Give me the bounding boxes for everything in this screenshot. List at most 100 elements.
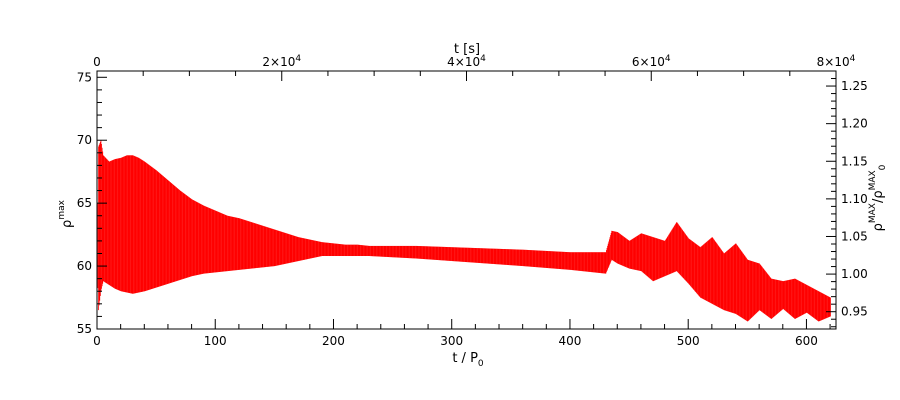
- envelope-band: [310, 239, 312, 259]
- envelope-band: [628, 240, 630, 269]
- envelope-band: [250, 222, 252, 269]
- envelope-band: [287, 233, 289, 264]
- envelope-band: [292, 235, 293, 263]
- envelope-band: [520, 249, 522, 266]
- envelope-band: [533, 250, 535, 267]
- envelope-band: [502, 249, 504, 265]
- envelope-band: [125, 155, 127, 293]
- envelope-band: [417, 245, 419, 259]
- envelope-band: [211, 209, 213, 273]
- envelope-band: [324, 242, 325, 256]
- envelope-band: [236, 217, 238, 271]
- envelope-band: [283, 232, 285, 265]
- envelope-band: [650, 236, 652, 280]
- envelope-band: [504, 249, 506, 265]
- envelope-band: [548, 251, 550, 269]
- envelope-band: [392, 245, 394, 258]
- envelope-band: [103, 155, 105, 282]
- envelope-band: [828, 296, 830, 318]
- envelope-band: [143, 161, 145, 292]
- left-tick-label: 60: [77, 259, 92, 273]
- envelope-band: [304, 238, 306, 260]
- envelope-band: [146, 163, 148, 291]
- envelope-band: [510, 249, 512, 266]
- envelope-band: [593, 252, 595, 273]
- envelope-band: [151, 166, 153, 289]
- envelope-band: [792, 279, 794, 317]
- envelope-band: [727, 250, 729, 312]
- envelope-band: [203, 205, 205, 274]
- envelope-band: [201, 204, 203, 274]
- envelope-band: [539, 250, 541, 268]
- envelope-band: [175, 186, 176, 282]
- right-tick-label: 1.25: [841, 79, 868, 93]
- envelope-band: [516, 249, 518, 266]
- envelope-band: [419, 246, 421, 259]
- envelope-band: [812, 288, 814, 318]
- envelope-band: [345, 244, 347, 257]
- envelope-band: [785, 280, 786, 311]
- envelope-band: [379, 245, 380, 257]
- envelope-band: [341, 244, 343, 256]
- envelope-band: [541, 250, 543, 268]
- envelope-band: [669, 233, 671, 275]
- envelope-band: [475, 248, 477, 263]
- envelope-band: [648, 235, 650, 278]
- envelope-band: [320, 241, 322, 257]
- envelope-band: [708, 239, 710, 303]
- envelope-band: [532, 250, 533, 267]
- bottom-tick-label: 400: [559, 334, 582, 348]
- envelope-band: [635, 236, 637, 270]
- envelope-band: [654, 237, 656, 281]
- envelope-band: [684, 232, 685, 280]
- envelope-band: [702, 244, 704, 300]
- envelope-band: [816, 290, 818, 321]
- envelope-band: [418, 246, 420, 259]
- envelope-band: [133, 155, 134, 294]
- envelope-band: [675, 223, 676, 272]
- envelope-band: [818, 291, 820, 322]
- left-axis-ticks: 55 60 65 70 75: [77, 70, 107, 336]
- envelope-band: [772, 279, 774, 318]
- envelope-band: [360, 245, 362, 257]
- envelope-band: [463, 247, 465, 262]
- envelope-band: [214, 210, 216, 273]
- envelope-band: [494, 248, 496, 265]
- envelope-band: [138, 157, 140, 293]
- envelope-band: [653, 237, 655, 281]
- left-tick-label: 55: [77, 322, 92, 336]
- envelope-band: [224, 214, 225, 272]
- envelope-band: [318, 241, 319, 257]
- envelope-band: [102, 155, 104, 282]
- envelope-band: [748, 260, 750, 321]
- envelope-band: [715, 242, 717, 306]
- envelope-band: [197, 202, 199, 275]
- envelope-band: [357, 244, 358, 257]
- envelope-band: [148, 164, 150, 290]
- envelope-band: [286, 233, 288, 264]
- envelope-band: [485, 248, 487, 264]
- envelope-band: [446, 247, 448, 261]
- envelope-band: [717, 244, 718, 307]
- right-axis-title: ρMAX/ρMAX0: [868, 164, 888, 231]
- envelope-band: [574, 252, 575, 271]
- envelope-band: [727, 249, 729, 312]
- envelope-band: [529, 250, 531, 267]
- envelope-band: [359, 244, 361, 257]
- envelope-band: [721, 251, 723, 310]
- envelope-band: [420, 246, 422, 259]
- envelope-band: [513, 249, 515, 266]
- envelope-band: [736, 245, 738, 315]
- envelope-band: [527, 249, 529, 267]
- envelope-band: [219, 212, 221, 272]
- envelope-band: [622, 236, 624, 266]
- envelope-band: [722, 251, 724, 310]
- envelope-band: [517, 249, 519, 266]
- envelope-band: [501, 248, 503, 265]
- envelope-band: [507, 249, 509, 266]
- envelope-band: [169, 182, 171, 284]
- envelope-band: [572, 252, 574, 271]
- envelope-band: [506, 249, 507, 265]
- envelope-band: [806, 284, 808, 313]
- envelope-band: [667, 236, 669, 275]
